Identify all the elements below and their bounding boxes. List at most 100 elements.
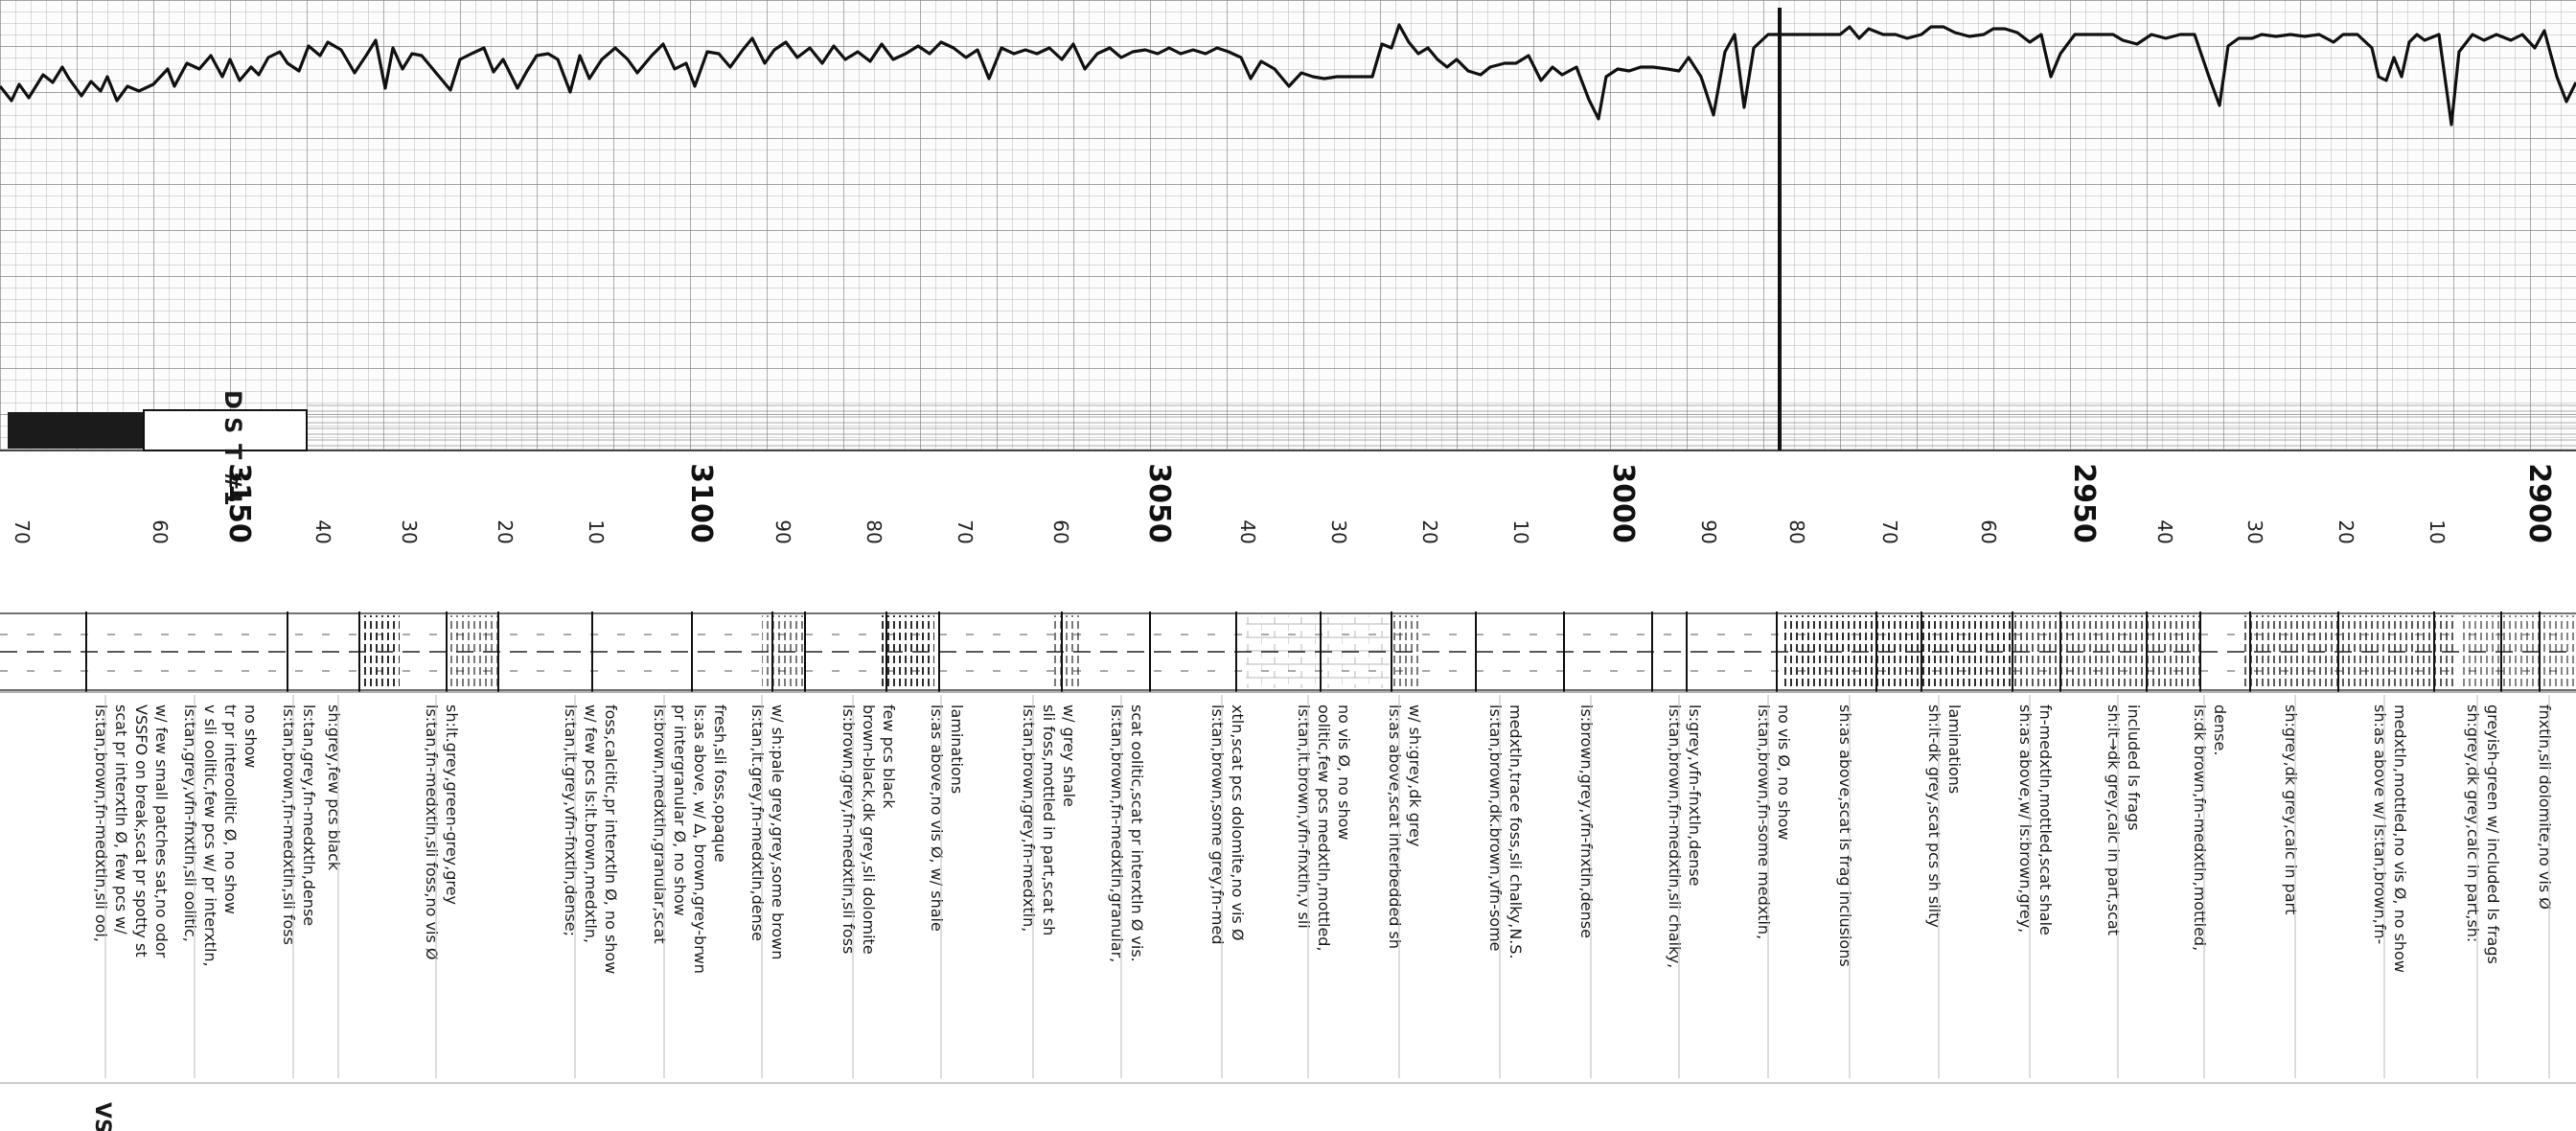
run-label-line: S xyxy=(219,417,246,433)
depth-label-minor: 40 xyxy=(311,519,334,543)
bottom-label: VSSO xyxy=(90,1102,114,1131)
description-line: pr intergranular Ø, no show xyxy=(671,704,689,916)
description-line: sh:grey,few pcs black xyxy=(325,704,343,871)
description-line: oolitic,few pcs medxtln,mottled, xyxy=(1315,704,1333,952)
description-line: ls:tan,grey,vfn-fnxtln,sli oolitic, xyxy=(181,704,199,942)
description-entry: sh:grey,dk grey,calc in part xyxy=(2282,704,2300,914)
depth-label-minor: 60 xyxy=(149,519,172,543)
description-line: ls:brown,grey,vfn-fnxtln,dense xyxy=(1577,704,1596,938)
depth-label-minor: 80 xyxy=(862,519,886,543)
run-label-line: #1 xyxy=(219,471,246,506)
description-line: ls:tan,brown,fn-medxtln,sli foss xyxy=(280,704,298,945)
description-line: fn-medxtln,mottled,scat shale xyxy=(2036,704,2055,935)
description-line: ls:tan,brown,fn-medxtln,sli chalky, xyxy=(1666,704,1684,968)
description-entry: ls:tan,lt.grey,fn-medxtln,dense w/ sh:pal… xyxy=(748,704,787,959)
description-line: fnxtln,sli dolomite,no vis Ø xyxy=(2536,704,2554,910)
description-entry: sh:as above w/ ls:tan,brown,fn-medxtln,m… xyxy=(2371,704,2409,973)
description-line: ls:as above, w/ Δ, brown,grey-brwn xyxy=(691,704,709,974)
description-line: greyish-green w/ included ls frags xyxy=(2484,704,2502,964)
description-line: tr pr interoolitic Ø, no show xyxy=(221,704,240,914)
description-line: ls:tan,brown,fn-some medxtln, xyxy=(1755,704,1773,939)
description-entry: ls:brown,grey,fn-medxtln,sli foss brown-b… xyxy=(840,704,898,955)
run-label-box: DST #1 xyxy=(8,390,308,506)
run-label-line: D xyxy=(219,390,246,409)
description-entry: ls:tan,grey,vfn-fnxtln,sli oolitic, v sli… xyxy=(181,704,260,967)
depth-label-major: 2950 xyxy=(2067,463,2101,543)
description-line: sli foss,mottled in part,scat sh xyxy=(1040,704,1058,935)
description-entry: ls:as above,no vis Ø, w/ shale lamination… xyxy=(928,704,966,932)
description-line: ls:brown,medxtln,granular,scat xyxy=(651,704,669,944)
description-line: ls:tan,brown,some grey,fn-med xyxy=(1208,704,1227,945)
description-line: ls:as above,scat interbedded sh xyxy=(1386,704,1404,949)
description-line: w/ sh:grey,dk grey xyxy=(1406,704,1424,846)
description-line: ls:tan,brown,dk.brown,vfn-some xyxy=(1486,704,1505,952)
description-entry: ls:brown,medxtln,granular,scat pr intergr… xyxy=(651,704,729,974)
description-entry: ls:tan,brown,fn-some medxtln, no vis Ø, n… xyxy=(1755,704,1793,939)
description-line: medxtln,trace foss,sli chalky,N.S. xyxy=(1506,704,1525,959)
depth-label-minor: 30 xyxy=(398,519,421,543)
description-entry: ls:tan,brown,grey,fn-medxtln, sli foss,mo… xyxy=(1020,704,1078,935)
description-line: ls:tan,lt.grey,vfn-fnxtln,dense; xyxy=(562,704,580,936)
description-entry: sh:grey,few pcs black xyxy=(325,704,343,871)
description-line: v sli oolitic,few pcs w/ pr interxtln, xyxy=(201,704,219,967)
depth-label-minor: 20 xyxy=(2334,519,2358,543)
description-line: sh:grey,dk grey,calc in part xyxy=(2282,704,2300,914)
description-line: laminations xyxy=(948,704,966,794)
description-line: xtln,scat pcs dolomite,no vis Ø xyxy=(1229,704,1247,940)
description-line: scat pr interxtln Ø, few pcs w/ xyxy=(112,704,130,935)
description-entry: ls:tan,lt.brown,vfn-fnxtln,v sli oolitic,… xyxy=(1295,704,1353,952)
description-line: w/ few pcs ls:lt.brown,medxtln, xyxy=(582,704,600,943)
description-line: fresh,sli foss,opaque xyxy=(711,704,729,863)
description-entry: ls:tan,brown,fn-medxtln,granular, scat oo… xyxy=(1108,704,1146,962)
depth-label-minor: 90 xyxy=(1697,519,1720,543)
description-line: laminations xyxy=(1945,704,1964,794)
depth-label-major: 2900 xyxy=(2522,463,2556,543)
depth-label-minor: 20 xyxy=(1418,519,1441,543)
description-line: w/ sh:pale grey,grey,some brown xyxy=(769,704,787,959)
description-line: sh:as above,scat ls frag inclusions xyxy=(1836,704,1854,967)
depth-label-minor: 10 xyxy=(2426,519,2449,543)
description-line: dense. xyxy=(2211,704,2229,755)
depth-label-minor: 90 xyxy=(771,519,794,543)
description-entry: fnxtln,sli dolomite,no vis Ø xyxy=(2536,704,2554,910)
run-label-text: DST #1 xyxy=(219,390,246,506)
description-line: sh:lt→dk grey,calc in part,scat xyxy=(2104,704,2123,935)
description-line: few pcs black xyxy=(880,704,898,809)
depth-label-minor: 30 xyxy=(2243,519,2266,543)
description-line: ls:grey,vfn-fnxtln,dense xyxy=(1686,704,1704,886)
depth-label-minor: 20 xyxy=(494,519,517,543)
description-entry: ls:brown,grey,vfn-fnxtln,dense xyxy=(1577,704,1596,938)
log-grid-track xyxy=(0,0,2576,451)
description-entry: ls:tan,brown,fn-medxtln,sli ool, scat pr … xyxy=(92,704,171,958)
depth-label-major: 3100 xyxy=(684,463,718,543)
depth-label-minor: 70 xyxy=(11,519,34,543)
depth-label-minor: 40 xyxy=(1236,519,1259,543)
description-entry: sh:as above,scat ls frag inclusions xyxy=(1836,704,1854,967)
depth-label-minor: 60 xyxy=(1977,519,2000,543)
description-line: no vis Ø, no show xyxy=(1335,704,1353,840)
depth-label-major: 3150 xyxy=(222,463,256,543)
description-entry: ls:tan,brown,dk.brown,vfn-some medxtln,tr… xyxy=(1486,704,1525,959)
description-entry: ls:tan,brown,fn-medxtln,sli chalky, ls:gr… xyxy=(1666,704,1704,968)
description-line: VSSFO on break,scat pr spotty st xyxy=(132,704,150,958)
depth-label-minor: 30 xyxy=(1327,519,1350,543)
description-line: included ls frags xyxy=(2125,704,2143,831)
description-entry: ls:tan,brown,some grey,fn-med xtln,scat p… xyxy=(1208,704,1247,945)
description-line: ls:tan,brown,fn-medxtln,sli ool, xyxy=(92,704,110,942)
description-line: medxtln,mottled,no vis Ø, no show xyxy=(2391,704,2409,973)
depth-label-minor: 70 xyxy=(954,519,977,543)
description-line: sh:as above,w/ ls:brown,grey, xyxy=(2016,704,2035,933)
depth-label-minor: 40 xyxy=(2153,519,2176,543)
depth-label-major: 3000 xyxy=(1606,463,1640,543)
description-line: ls:tan,brown,fn-medxtln,granular, xyxy=(1108,704,1126,962)
description-entry: ls:dk brown,fn-medxtln,mottled, dense. xyxy=(2191,704,2229,951)
depth-label-minor: 10 xyxy=(1509,519,1532,543)
description-line: sh:lt.grey,green-grey,grey xyxy=(443,704,461,905)
description-entry: sh:lt→dk grey,calc in part,scat included … xyxy=(2104,704,2143,935)
description-line: scat oolitic,scat pr interxtln Ø vis. xyxy=(1128,704,1146,962)
description-line: sh:lt-dk grey,scat pcs sh silty xyxy=(1925,704,1944,928)
depth-label-major: 3050 xyxy=(1142,463,1176,543)
description-line: w/ grey shale xyxy=(1060,704,1078,807)
depth-label-minor: 80 xyxy=(1785,519,1808,543)
